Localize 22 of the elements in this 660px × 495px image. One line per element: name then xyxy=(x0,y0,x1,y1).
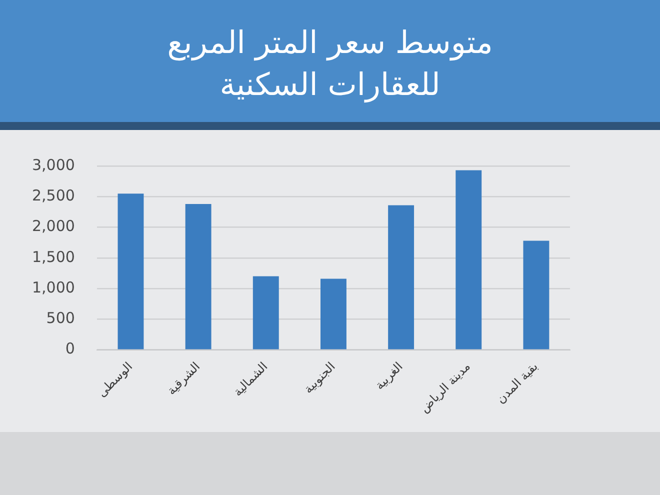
x-tick-label: الغربية xyxy=(372,359,406,392)
y-tick-label: 3,000 xyxy=(32,156,75,174)
bar xyxy=(252,276,279,350)
bar xyxy=(388,205,414,350)
x-tick-label: الجنوبية xyxy=(301,359,338,396)
x-tick-label: مدينة الرياض xyxy=(417,359,473,416)
x-tick-label: الشرقية xyxy=(164,359,203,398)
bar xyxy=(523,240,550,350)
y-tick-label: 0 xyxy=(65,340,75,358)
bar xyxy=(456,170,482,350)
bar xyxy=(320,278,346,350)
y-tick-label: 1,500 xyxy=(32,248,75,266)
y-tick-label: 2,500 xyxy=(32,186,75,205)
y-tick-label: 500 xyxy=(46,309,75,328)
y-tick-label: 1,000 xyxy=(32,278,75,296)
x-tick-label: بقية المدن xyxy=(494,359,541,406)
x-tick-label: الوسطى xyxy=(94,359,136,400)
bar xyxy=(185,204,212,350)
x-tick-label: الشمالية xyxy=(230,359,270,399)
chart-title: متوسط سعر المتر المربع للعقارات السكنية xyxy=(166,24,494,105)
bar xyxy=(118,194,144,350)
y-tick-label: 2,000 xyxy=(32,217,75,236)
